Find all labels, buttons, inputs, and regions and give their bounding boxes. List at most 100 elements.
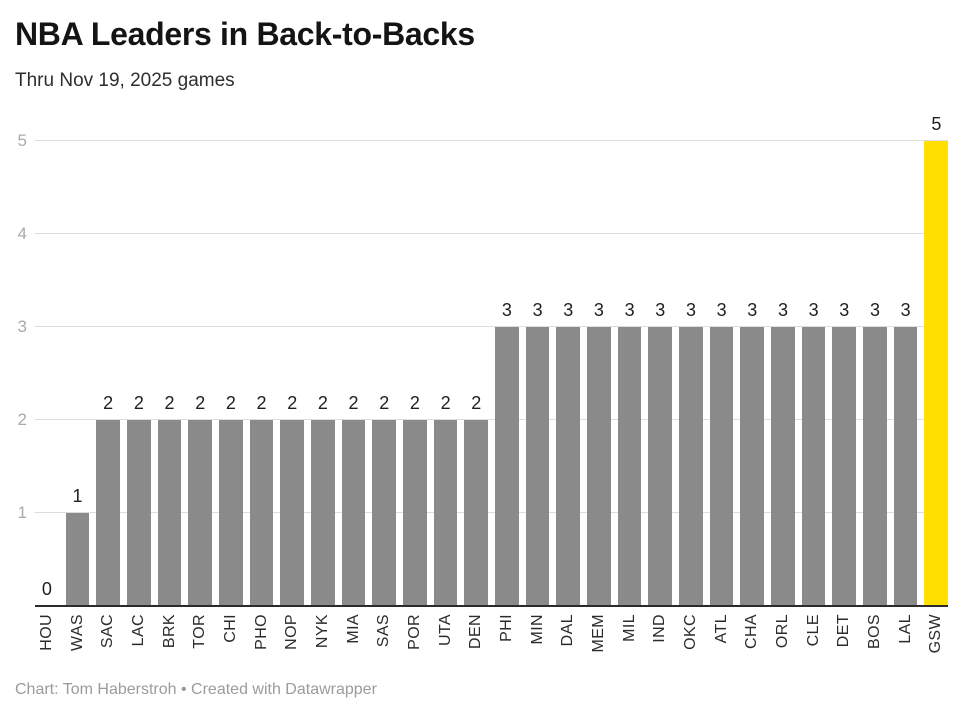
x-axis-label-orl: ORL — [773, 614, 791, 649]
x-axis-label-lal: LAL — [896, 614, 914, 644]
bar-gsw — [924, 141, 949, 606]
plot-area: 1 2 3 4 5 0 HOU 1 WAS 2 SAC 2 LAC 2 BRK 2 TOR 2 CHI 2 PHO 2 N… — [18, 114, 949, 653]
x-label-wrap-bos: BOS — [863, 614, 887, 649]
bar-slot-phi: 3 PHI — [495, 141, 519, 642]
bar-tor — [188, 420, 213, 606]
x-label-wrap-min: MIN — [526, 614, 550, 645]
value-label-cle: 3 — [808, 300, 819, 320]
bar-ind — [648, 327, 673, 606]
value-label-hou: 0 — [41, 579, 52, 599]
x-label-wrap-mil: MIL — [618, 614, 642, 642]
bar-slot-nop: 2 NOP — [280, 141, 305, 650]
bar-atl — [709, 327, 734, 606]
x-label-wrap-phi: PHI — [495, 614, 519, 642]
value-label-den: 2 — [471, 393, 482, 413]
x-label-wrap-den: DEN — [464, 614, 488, 649]
x-label-wrap-gsw: GSW — [924, 614, 948, 653]
x-axis-label-nop: NOP — [283, 614, 301, 650]
bar-slot-mem: 3 MEM — [587, 141, 611, 653]
bar-slot-uta: 2 UTA — [433, 141, 458, 646]
gridline-3 — [35, 326, 948, 327]
x-label-wrap-mia: MIA — [342, 614, 366, 644]
x-label-wrap-okc: OKC — [679, 614, 703, 650]
value-label-sac: 2 — [103, 393, 114, 413]
bar-slot-gsw: 5 GSW — [924, 114, 949, 653]
x-axis-label-nyk: NYK — [313, 614, 331, 649]
x-label-wrap-hou: HOU — [35, 614, 59, 651]
value-label-phi: 3 — [501, 300, 512, 320]
x-label-wrap-brk: BRK — [158, 614, 182, 648]
x-axis-label-gsw: GSW — [927, 614, 945, 654]
bar-slot-pho: 2 PHO — [249, 141, 274, 650]
bar-pho — [249, 420, 274, 606]
bar-slot-lal: 3 LAL — [893, 141, 918, 644]
bar-lac — [127, 420, 151, 606]
bar-brk — [157, 420, 182, 606]
value-label-mia: 2 — [348, 393, 359, 413]
chart-title: NBA Leaders in Back-to-Backs — [15, 16, 475, 52]
bar-slot-min: 3 MIN — [525, 141, 550, 645]
x-label-wrap-pho: PHO — [250, 614, 274, 650]
x-label-wrap-atl: ATL — [710, 614, 734, 643]
x-axis-label-ind: IND — [651, 614, 669, 643]
bar-slot-tor: 2 TOR — [188, 141, 213, 649]
bars: 0 HOU 1 WAS 2 SAC 2 LAC 2 BRK 2 TOR 2 CHI 2 PHO 2 NOP 2 NYK… — [35, 114, 949, 653]
value-label-brk: 2 — [164, 393, 175, 413]
bar-mia — [341, 420, 366, 606]
value-label-bos: 3 — [869, 300, 880, 320]
value-label-lal: 3 — [900, 300, 911, 320]
value-label-min: 3 — [532, 300, 543, 320]
value-label-mem: 3 — [593, 300, 604, 320]
bar-slot-cha: 3 CHA — [740, 141, 765, 649]
bar-cha — [740, 327, 765, 606]
x-axis-label-okc: OKC — [681, 614, 699, 650]
x-label-wrap-cha: CHA — [740, 614, 764, 649]
x-axis-label-bos: BOS — [865, 614, 883, 649]
x-axis-label-hou: HOU — [37, 614, 55, 651]
bar-slot-lac: 2 LAC — [127, 141, 151, 646]
bar-mil — [617, 327, 642, 606]
x-label-wrap-sac: SAC — [96, 614, 120, 648]
x-label-wrap-nyk: NYK — [311, 614, 335, 648]
bar-slot-nyk: 2 NYK — [311, 141, 335, 648]
x-axis-label-det: DET — [835, 614, 853, 648]
value-label-cha: 3 — [747, 300, 758, 320]
x-label-wrap-det: DET — [832, 614, 856, 647]
bar-por — [403, 420, 427, 606]
bar-slot-dal: 3 DAL — [556, 141, 581, 646]
bar-sac — [96, 420, 121, 606]
x-axis-label-lac: LAC — [129, 614, 147, 647]
x-axis-label-was: WAS — [68, 614, 86, 652]
x-axis-label-cha: CHA — [743, 614, 761, 649]
bar-min — [525, 327, 550, 606]
bar-phi — [495, 327, 519, 606]
bar-nop — [280, 420, 305, 606]
value-label-orl: 3 — [777, 300, 788, 320]
x-axis-label-sac: SAC — [99, 614, 117, 649]
x-axis-label-por: POR — [405, 614, 423, 650]
value-label-dal: 3 — [563, 300, 574, 320]
y-axis-label-4: 4 — [17, 224, 27, 243]
bar-was — [65, 513, 90, 606]
gridline-5 — [35, 140, 948, 141]
x-axis-label-uta: UTA — [436, 614, 454, 647]
bar-slot-was: 1 WAS — [65, 141, 90, 651]
x-label-wrap-lal: LAL — [894, 614, 918, 644]
bar-dal — [556, 327, 581, 606]
value-label-det: 3 — [839, 300, 850, 320]
bar-slot-cle: 3 CLE — [801, 141, 826, 646]
x-label-wrap-mem: MEM — [587, 614, 611, 653]
x-label-wrap-por: POR — [403, 614, 427, 650]
x-label-wrap-tor: TOR — [188, 614, 212, 649]
x-axis-label-sas: SAS — [375, 614, 393, 648]
bar-sas — [372, 420, 397, 606]
bar-orl — [771, 327, 795, 606]
x-axis-label-den: DEN — [467, 614, 485, 649]
bar-nyk — [311, 420, 335, 606]
x-axis-label-chi: CHI — [221, 614, 239, 643]
value-label-mil: 3 — [624, 300, 635, 320]
value-label-uta: 2 — [440, 393, 451, 413]
bar-slot-ind: 3 IND — [648, 141, 673, 643]
x-label-wrap-chi: CHI — [219, 614, 243, 643]
